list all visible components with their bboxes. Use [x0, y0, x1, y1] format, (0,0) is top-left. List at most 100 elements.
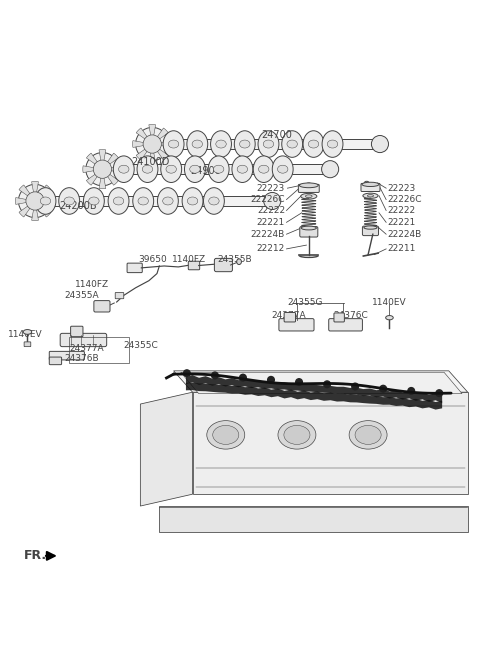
Circle shape — [183, 370, 190, 377]
Ellipse shape — [263, 140, 274, 148]
Wedge shape — [102, 153, 119, 169]
Text: 24377A: 24377A — [69, 344, 104, 352]
Wedge shape — [152, 128, 168, 144]
Ellipse shape — [190, 165, 200, 173]
Ellipse shape — [64, 197, 74, 205]
Wedge shape — [136, 128, 152, 144]
Text: 22221: 22221 — [257, 218, 285, 227]
Ellipse shape — [362, 182, 379, 186]
Text: 1140EV: 1140EV — [8, 330, 42, 339]
Ellipse shape — [372, 136, 388, 153]
Ellipse shape — [272, 156, 293, 182]
Ellipse shape — [301, 226, 316, 230]
FancyBboxPatch shape — [94, 301, 110, 312]
Ellipse shape — [308, 140, 319, 148]
Text: 22212: 22212 — [257, 245, 285, 253]
Bar — [35, 196, 272, 206]
Ellipse shape — [192, 140, 203, 148]
Text: 1140FZ: 1140FZ — [75, 280, 109, 288]
Ellipse shape — [259, 165, 269, 173]
Ellipse shape — [253, 156, 274, 182]
Ellipse shape — [161, 156, 181, 182]
FancyBboxPatch shape — [362, 226, 379, 235]
Text: 24376B: 24376B — [64, 354, 99, 362]
Ellipse shape — [138, 197, 148, 205]
Text: 39650: 39650 — [138, 255, 167, 264]
FancyBboxPatch shape — [49, 357, 61, 365]
Text: 22226C: 22226C — [387, 195, 421, 204]
Text: 22224B: 22224B — [387, 229, 421, 239]
Ellipse shape — [157, 188, 179, 214]
Bar — [102, 165, 330, 174]
Ellipse shape — [264, 192, 281, 210]
Circle shape — [18, 184, 52, 217]
Wedge shape — [99, 149, 106, 169]
Ellipse shape — [327, 140, 338, 148]
Ellipse shape — [59, 188, 80, 214]
Ellipse shape — [363, 193, 378, 198]
Bar — [152, 139, 380, 149]
Ellipse shape — [187, 131, 208, 157]
Ellipse shape — [108, 188, 129, 214]
Ellipse shape — [208, 156, 229, 182]
Wedge shape — [35, 201, 51, 217]
Wedge shape — [19, 201, 35, 217]
Wedge shape — [102, 166, 122, 173]
Ellipse shape — [211, 131, 231, 157]
Wedge shape — [15, 198, 35, 204]
Text: 1140EV: 1140EV — [372, 299, 407, 307]
Ellipse shape — [240, 140, 250, 148]
Text: 24355B: 24355B — [217, 255, 252, 264]
Ellipse shape — [278, 420, 316, 449]
Ellipse shape — [35, 188, 56, 214]
Ellipse shape — [213, 426, 239, 444]
Ellipse shape — [364, 226, 377, 229]
Ellipse shape — [214, 165, 224, 173]
Ellipse shape — [216, 140, 226, 148]
Ellipse shape — [142, 165, 153, 173]
Circle shape — [86, 153, 119, 186]
Text: 22226C: 22226C — [251, 195, 285, 204]
Text: 24355A: 24355A — [64, 291, 99, 300]
Text: 22222: 22222 — [387, 206, 415, 215]
Text: 22222: 22222 — [257, 206, 285, 215]
Ellipse shape — [349, 420, 387, 449]
Ellipse shape — [187, 197, 198, 205]
Ellipse shape — [23, 330, 32, 334]
Circle shape — [324, 381, 330, 387]
Ellipse shape — [282, 131, 302, 157]
Wedge shape — [136, 144, 152, 160]
FancyBboxPatch shape — [60, 333, 107, 346]
Circle shape — [143, 135, 161, 153]
Ellipse shape — [119, 165, 129, 173]
FancyBboxPatch shape — [361, 183, 380, 192]
FancyBboxPatch shape — [279, 319, 314, 331]
Wedge shape — [86, 153, 102, 169]
Ellipse shape — [355, 426, 381, 444]
Text: 24355G: 24355G — [288, 299, 323, 307]
Wedge shape — [99, 169, 106, 189]
Text: 22223: 22223 — [257, 184, 285, 192]
Polygon shape — [192, 392, 468, 494]
FancyBboxPatch shape — [215, 258, 232, 272]
Ellipse shape — [322, 161, 339, 178]
Ellipse shape — [385, 315, 393, 320]
Ellipse shape — [168, 140, 179, 148]
Polygon shape — [174, 371, 468, 392]
FancyBboxPatch shape — [24, 342, 31, 346]
FancyBboxPatch shape — [299, 184, 319, 192]
Ellipse shape — [284, 426, 310, 444]
Ellipse shape — [113, 156, 134, 182]
FancyBboxPatch shape — [300, 227, 318, 237]
Text: 24376C: 24376C — [334, 311, 368, 320]
Circle shape — [436, 390, 443, 397]
Circle shape — [408, 387, 415, 394]
Ellipse shape — [364, 181, 369, 184]
Ellipse shape — [204, 188, 224, 214]
FancyBboxPatch shape — [284, 313, 296, 322]
FancyBboxPatch shape — [329, 319, 362, 331]
Ellipse shape — [166, 165, 177, 173]
Wedge shape — [86, 169, 102, 185]
Ellipse shape — [163, 131, 184, 157]
Text: FR.: FR. — [24, 549, 47, 563]
